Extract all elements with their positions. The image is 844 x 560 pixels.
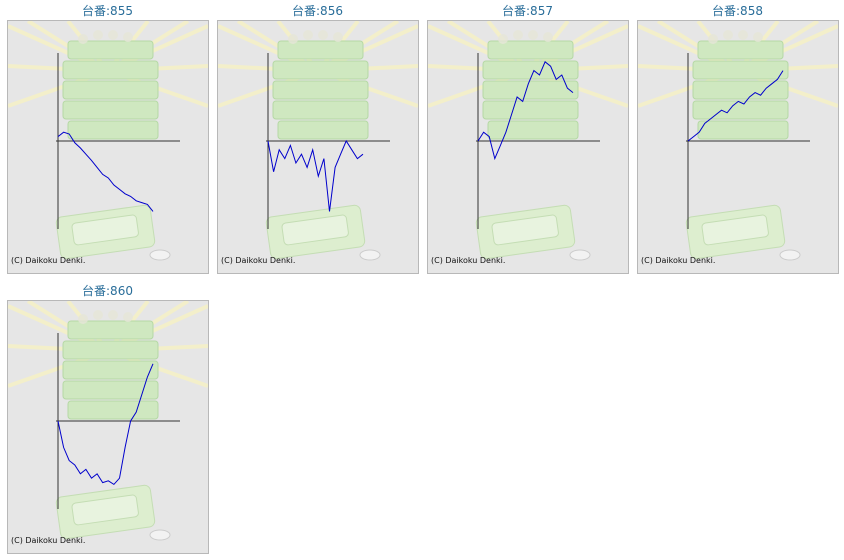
machine-label[interactable]: 台番:856 bbox=[292, 4, 343, 18]
copyright-text: (C) Daikoku Denki. bbox=[431, 256, 506, 265]
machine-label[interactable]: 台番:855 bbox=[82, 4, 133, 18]
trend-graph bbox=[266, 53, 390, 229]
trend-line bbox=[267, 139, 364, 212]
trend-line bbox=[477, 60, 574, 161]
pachislot-background-icon bbox=[8, 301, 208, 541]
machine-cell-858: 台番:858 bbox=[636, 0, 839, 274]
pachislot-background-icon bbox=[638, 21, 838, 261]
trend-graph bbox=[56, 53, 180, 229]
copyright-text: (C) Daikoku Denki. bbox=[641, 256, 716, 265]
graph-panel[interactable]: (C) Daikoku Denki. bbox=[217, 20, 419, 274]
pachislot-background-icon bbox=[218, 21, 418, 261]
machine-cell-856: 台番:856 bbox=[216, 0, 419, 274]
trend-graph bbox=[476, 53, 600, 229]
machine-cell-860: 台番:860 bbox=[6, 280, 209, 554]
trend-graph bbox=[686, 53, 810, 229]
machine-cell-857: 台番:857 bbox=[426, 0, 629, 274]
graph-panel[interactable]: (C) Daikoku Denki. bbox=[7, 20, 209, 274]
graph-panel[interactable]: (C) Daikoku Denki. bbox=[427, 20, 629, 274]
pachislot-background-icon bbox=[428, 21, 628, 261]
machine-label[interactable]: 台番:858 bbox=[712, 4, 763, 18]
graph-panel[interactable]: (C) Daikoku Denki. bbox=[7, 300, 209, 554]
trend-line bbox=[57, 363, 154, 486]
copyright-text: (C) Daikoku Denki. bbox=[11, 536, 86, 545]
machine-label[interactable]: 台番:860 bbox=[82, 284, 133, 298]
graph-panel[interactable]: (C) Daikoku Denki. bbox=[637, 20, 839, 274]
machine-label[interactable]: 台番:857 bbox=[502, 4, 553, 18]
trend-line bbox=[687, 70, 784, 142]
copyright-text: (C) Daikoku Denki. bbox=[11, 256, 86, 265]
copyright-text: (C) Daikoku Denki. bbox=[221, 256, 296, 265]
machine-cell-855: 台番:855 bbox=[6, 0, 209, 274]
trend-line bbox=[57, 131, 154, 212]
trend-graph bbox=[56, 333, 180, 509]
